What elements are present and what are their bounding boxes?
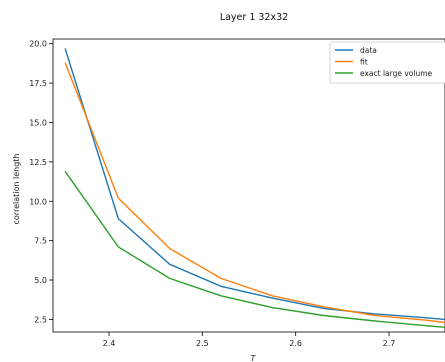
legend: data fit exact large volume	[329, 41, 445, 84]
x-tick-label: 2.6	[289, 339, 302, 348]
y-axis-label: correlation length	[12, 154, 21, 225]
y-tick-label: 10.0	[29, 197, 47, 206]
y-tick-label: 5.0	[34, 276, 47, 285]
y-tick-label: 12.5	[29, 158, 47, 167]
legend-label: data	[360, 46, 377, 55]
y-tick-label: 15.0	[29, 118, 47, 127]
x-tick-label: 2.4	[103, 339, 116, 348]
y-tick-label: 20.0	[29, 40, 47, 49]
x-tick-label: 2.7	[383, 339, 396, 348]
y-tick-label: 7.5	[34, 237, 47, 246]
series-line-3	[64, 170, 445, 328]
axis-ticks: 2.5 5.0 7.5 10.0 12.5 15.0 17.5 20.0 2.4 2.5 2.6 2.…	[29, 40, 395, 348]
series-line-2	[64, 62, 445, 324]
x-tick-label: 2.5	[196, 339, 209, 348]
y-tick-label: 17.5	[29, 79, 47, 88]
chart-title: Layer 1 32x32	[220, 12, 288, 23]
plot-frame	[52, 38, 445, 333]
legend-label: exact large volume	[360, 69, 433, 78]
series-lines	[64, 48, 445, 328]
x-axis-label: T	[251, 354, 257, 362]
legend-label: fit	[360, 58, 368, 67]
legend-box	[329, 41, 445, 84]
y-tick-label: 2.5	[34, 315, 47, 324]
series-line-1	[64, 48, 445, 321]
